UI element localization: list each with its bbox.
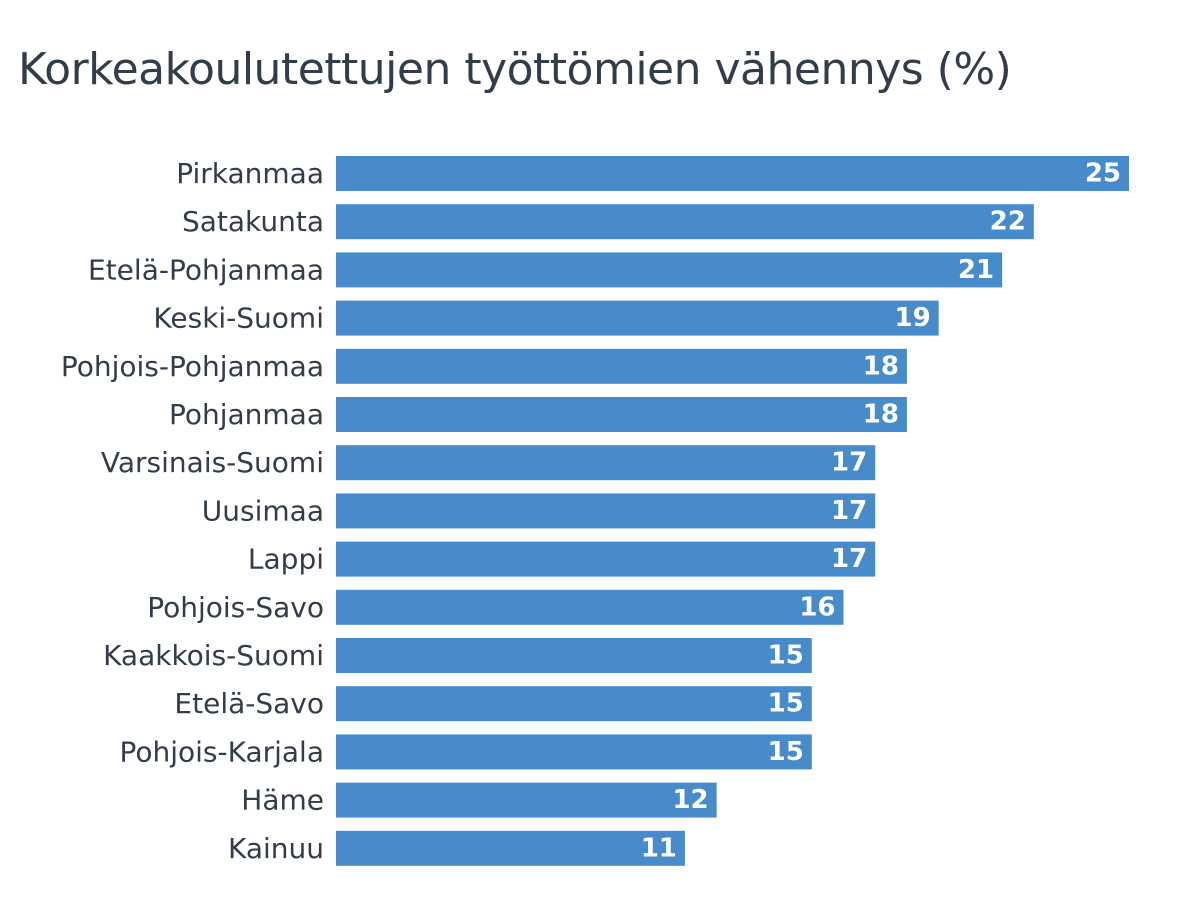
category-label: Varsinais-Suomi (101, 446, 324, 479)
bar (336, 782, 717, 818)
bar (336, 541, 876, 577)
value-label: 18 (863, 351, 899, 381)
chart-title: Korkeakoulutettujen työttömien vähennys … (18, 44, 1012, 95)
bar (336, 734, 812, 770)
bar (336, 445, 876, 481)
value-label: 18 (863, 400, 899, 430)
bar (336, 589, 844, 625)
value-label: 22 (990, 207, 1026, 237)
value-label: 17 (831, 496, 867, 526)
category-label: Pohjois-Savo (147, 591, 324, 624)
bar (336, 300, 939, 336)
value-label: 15 (768, 737, 804, 767)
category-label: Etelä-Savo (174, 687, 324, 720)
category-label: Etelä-Pohjanmaa (88, 253, 324, 286)
value-label: 17 (831, 544, 867, 574)
category-label: Pohjois-Karjala (119, 735, 324, 768)
bar (336, 638, 812, 673)
category-label: Kaakkois-Suomi (103, 639, 324, 672)
value-label: 16 (799, 592, 835, 622)
category-label: Pohjanmaa (169, 398, 324, 431)
value-label: 11 (641, 833, 677, 863)
category-label: Keski-Suomi (153, 302, 324, 335)
value-label: 15 (768, 641, 804, 671)
category-label: Häme (241, 784, 324, 817)
value-label: 19 (894, 303, 930, 333)
bars (336, 156, 1129, 866)
category-label: Lappi (248, 543, 324, 576)
category-label: Uusimaa (202, 494, 324, 527)
bar (336, 493, 876, 529)
bar (336, 397, 907, 432)
category-label: Pohjois-Pohjanmaa (61, 350, 324, 383)
bar (336, 686, 812, 722)
value-label: 17 (831, 448, 867, 478)
value-label: 21 (958, 255, 994, 285)
value-label: 12 (672, 785, 708, 815)
bar (336, 252, 1003, 288)
category-label: Satakunta (182, 205, 324, 238)
category-label: Kainuu (228, 832, 324, 865)
bar (336, 156, 1129, 191)
bar (336, 830, 685, 866)
category-labels: Pirkanmaa Satakunta Etelä-Pohjanmaa Keski-S… (61, 157, 324, 865)
bar (336, 348, 907, 384)
value-label: 15 (768, 689, 804, 719)
category-label: Pirkanmaa (176, 157, 324, 190)
value-label: 25 (1085, 159, 1121, 189)
bar (336, 204, 1034, 240)
value-labels: 25 22 21 19 18 18 17 17 17 16 15 15 15 12 11 (641, 159, 1121, 864)
